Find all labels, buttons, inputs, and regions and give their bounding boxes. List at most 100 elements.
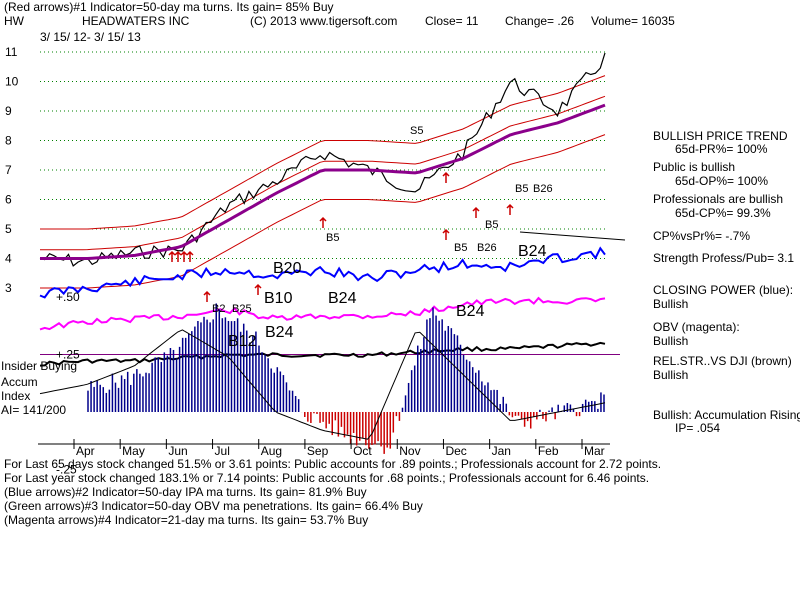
ai-value: AI= 141/200 — [1, 403, 67, 417]
moving-average-line — [40, 103, 606, 260]
price-tick-label: 6 — [5, 193, 12, 207]
signal-label: B24 — [456, 303, 485, 320]
upper-band — [40, 75, 606, 230]
buy-arrow — [203, 290, 211, 302]
signal-label: B2 — [212, 303, 225, 315]
insider-label: Insider Buying — [1, 359, 78, 373]
copyright: (C) 2013 www.tigersoft.com — [250, 14, 398, 28]
buy-arrow — [442, 228, 450, 240]
closing-power-label: CLOSING POWER (blue): — [653, 283, 794, 297]
month-label: Feb — [538, 444, 559, 458]
signal-label: B12 — [228, 333, 257, 350]
obv-line — [39, 296, 606, 331]
accum-ma-line — [39, 329, 606, 440]
signal-label: B24 — [328, 290, 357, 307]
closing-power-state: Bullish — [653, 297, 689, 311]
symbol: HW — [4, 14, 24, 28]
price-tick-label: 7 — [5, 163, 12, 177]
month-label: Dec — [445, 444, 466, 458]
month-label: May — [122, 444, 145, 458]
month-label: Jan — [492, 444, 511, 458]
month-label: Nov — [399, 444, 420, 458]
accum-histogram — [39, 303, 606, 454]
buy-arrow — [319, 216, 327, 228]
buy-arrow — [442, 171, 450, 183]
change-value: Change= .26 — [505, 14, 575, 28]
signal-label: B25 — [232, 303, 252, 315]
pros-state: Professionals are bullish — [653, 192, 784, 206]
signal-label: S5 — [410, 125, 423, 137]
signal-label: B24 — [518, 243, 547, 260]
price-tick-label: 11 — [5, 45, 18, 59]
signal-label: B5 — [454, 242, 467, 254]
header-indicator-1: (Red arrows)#1 Indicator=50-day ma turns… — [4, 0, 334, 14]
series-lines — [39, 52, 626, 367]
month-label: Sep — [307, 444, 329, 458]
closing-power-line — [39, 246, 606, 299]
cp-value: 65d-CP%= 99.3% — [675, 206, 771, 220]
signal-label: B20 — [273, 260, 302, 277]
pr-value: 65d-PR%= 100% — [675, 142, 768, 156]
buy-arrow — [186, 250, 194, 262]
public-state: Public is bullish — [653, 160, 736, 174]
trendline — [519, 231, 626, 241]
buy-arrow — [472, 206, 480, 218]
footer-indicator-3: (Green arrows)#3 Indicator=50-day OBV ma… — [4, 499, 423, 513]
index-label: Index — [1, 389, 31, 403]
trend-title: BULLISH PRICE TREND — [653, 129, 788, 143]
price-tick-label: 5 — [5, 222, 12, 236]
price-line — [39, 52, 606, 267]
accum-tick-label: +.50 — [56, 290, 80, 304]
buy-arrow — [180, 250, 188, 262]
close-value: Close= 11 — [425, 14, 479, 28]
accum-state: Bullish: Accumulation Rising — [653, 408, 800, 422]
chart-grid — [40, 51, 620, 355]
relstr-line — [39, 341, 606, 367]
signal-label: B10 — [264, 290, 293, 307]
inner-band — [40, 95, 606, 251]
price-tick-label: 10 — [5, 75, 19, 89]
signal-label: B24 — [265, 324, 294, 341]
accum-tick-label: +.25 — [56, 348, 80, 362]
relstr-label: REL.STR..VS DJI (brown) — [653, 354, 792, 368]
buy-arrow — [254, 283, 262, 295]
footer-indicator-4: (Magenta arrows)#4 Indicator=21-day ma t… — [4, 513, 369, 527]
month-label: Oct — [353, 444, 372, 458]
annotations: S5 B5 B5 B26 B5 B26 B5 B24 B20 B10 B24 B2 B25 B24 B12 B… — [168, 125, 553, 350]
signal-label: B5 — [326, 232, 339, 244]
price-tick-label: 3 — [5, 281, 12, 295]
buy-arrow — [168, 250, 176, 262]
signal-label: B26 — [477, 242, 497, 254]
footer-indicator-2: (Blue arrows)#2 Indicator=50-day IPA ma … — [4, 485, 367, 499]
month-label: Mar — [584, 444, 605, 458]
month-label: Aug — [261, 444, 282, 458]
strength-value: Strength Profess/Pub= 3.1 — [653, 251, 795, 265]
op-value: 65d-OP%= 100% — [675, 174, 769, 188]
accum-label: Accum — [1, 375, 38, 389]
price-tick-label: 4 — [5, 252, 12, 266]
bands — [40, 75, 606, 289]
signal-label: B5 — [485, 219, 498, 231]
date-range: 3/ 15/ 12- 3/ 15/ 13 — [40, 30, 141, 44]
ip-value: IP= .054 — [675, 421, 721, 435]
price-tick-label: 8 — [5, 134, 12, 148]
accum-tick-label: -.25 — [56, 463, 77, 477]
month-label: Jun — [168, 444, 187, 458]
relstr-state: Bullish — [653, 368, 689, 382]
company-name: HEADWATERS INC — [82, 14, 190, 28]
buy-arrow — [506, 203, 514, 215]
price-tick-label: 9 — [5, 104, 12, 118]
footer-65day: For Last 65 days stock changed 51.5% or … — [4, 457, 662, 471]
tick-labels: 11 10 9 8 7 6 5 4 3 +.50 +.25 -.25 Apr May Jun Jul Aug Se… — [5, 45, 605, 477]
lower-band — [40, 134, 606, 289]
obv-state: Bullish — [653, 334, 689, 348]
obv-label: OBV (magenta): — [653, 320, 740, 334]
footer-year: For Last year stock changed 183.1% or 7.… — [4, 471, 650, 485]
cpvspr-value: CP%vsPr%= -.7% — [653, 229, 751, 243]
volume-value: Volume= 16035 — [591, 14, 675, 28]
signal-label: B5 — [515, 183, 528, 195]
month-label: Jul — [215, 444, 230, 458]
buy-arrow — [174, 250, 182, 262]
month-label: Apr — [76, 444, 95, 458]
